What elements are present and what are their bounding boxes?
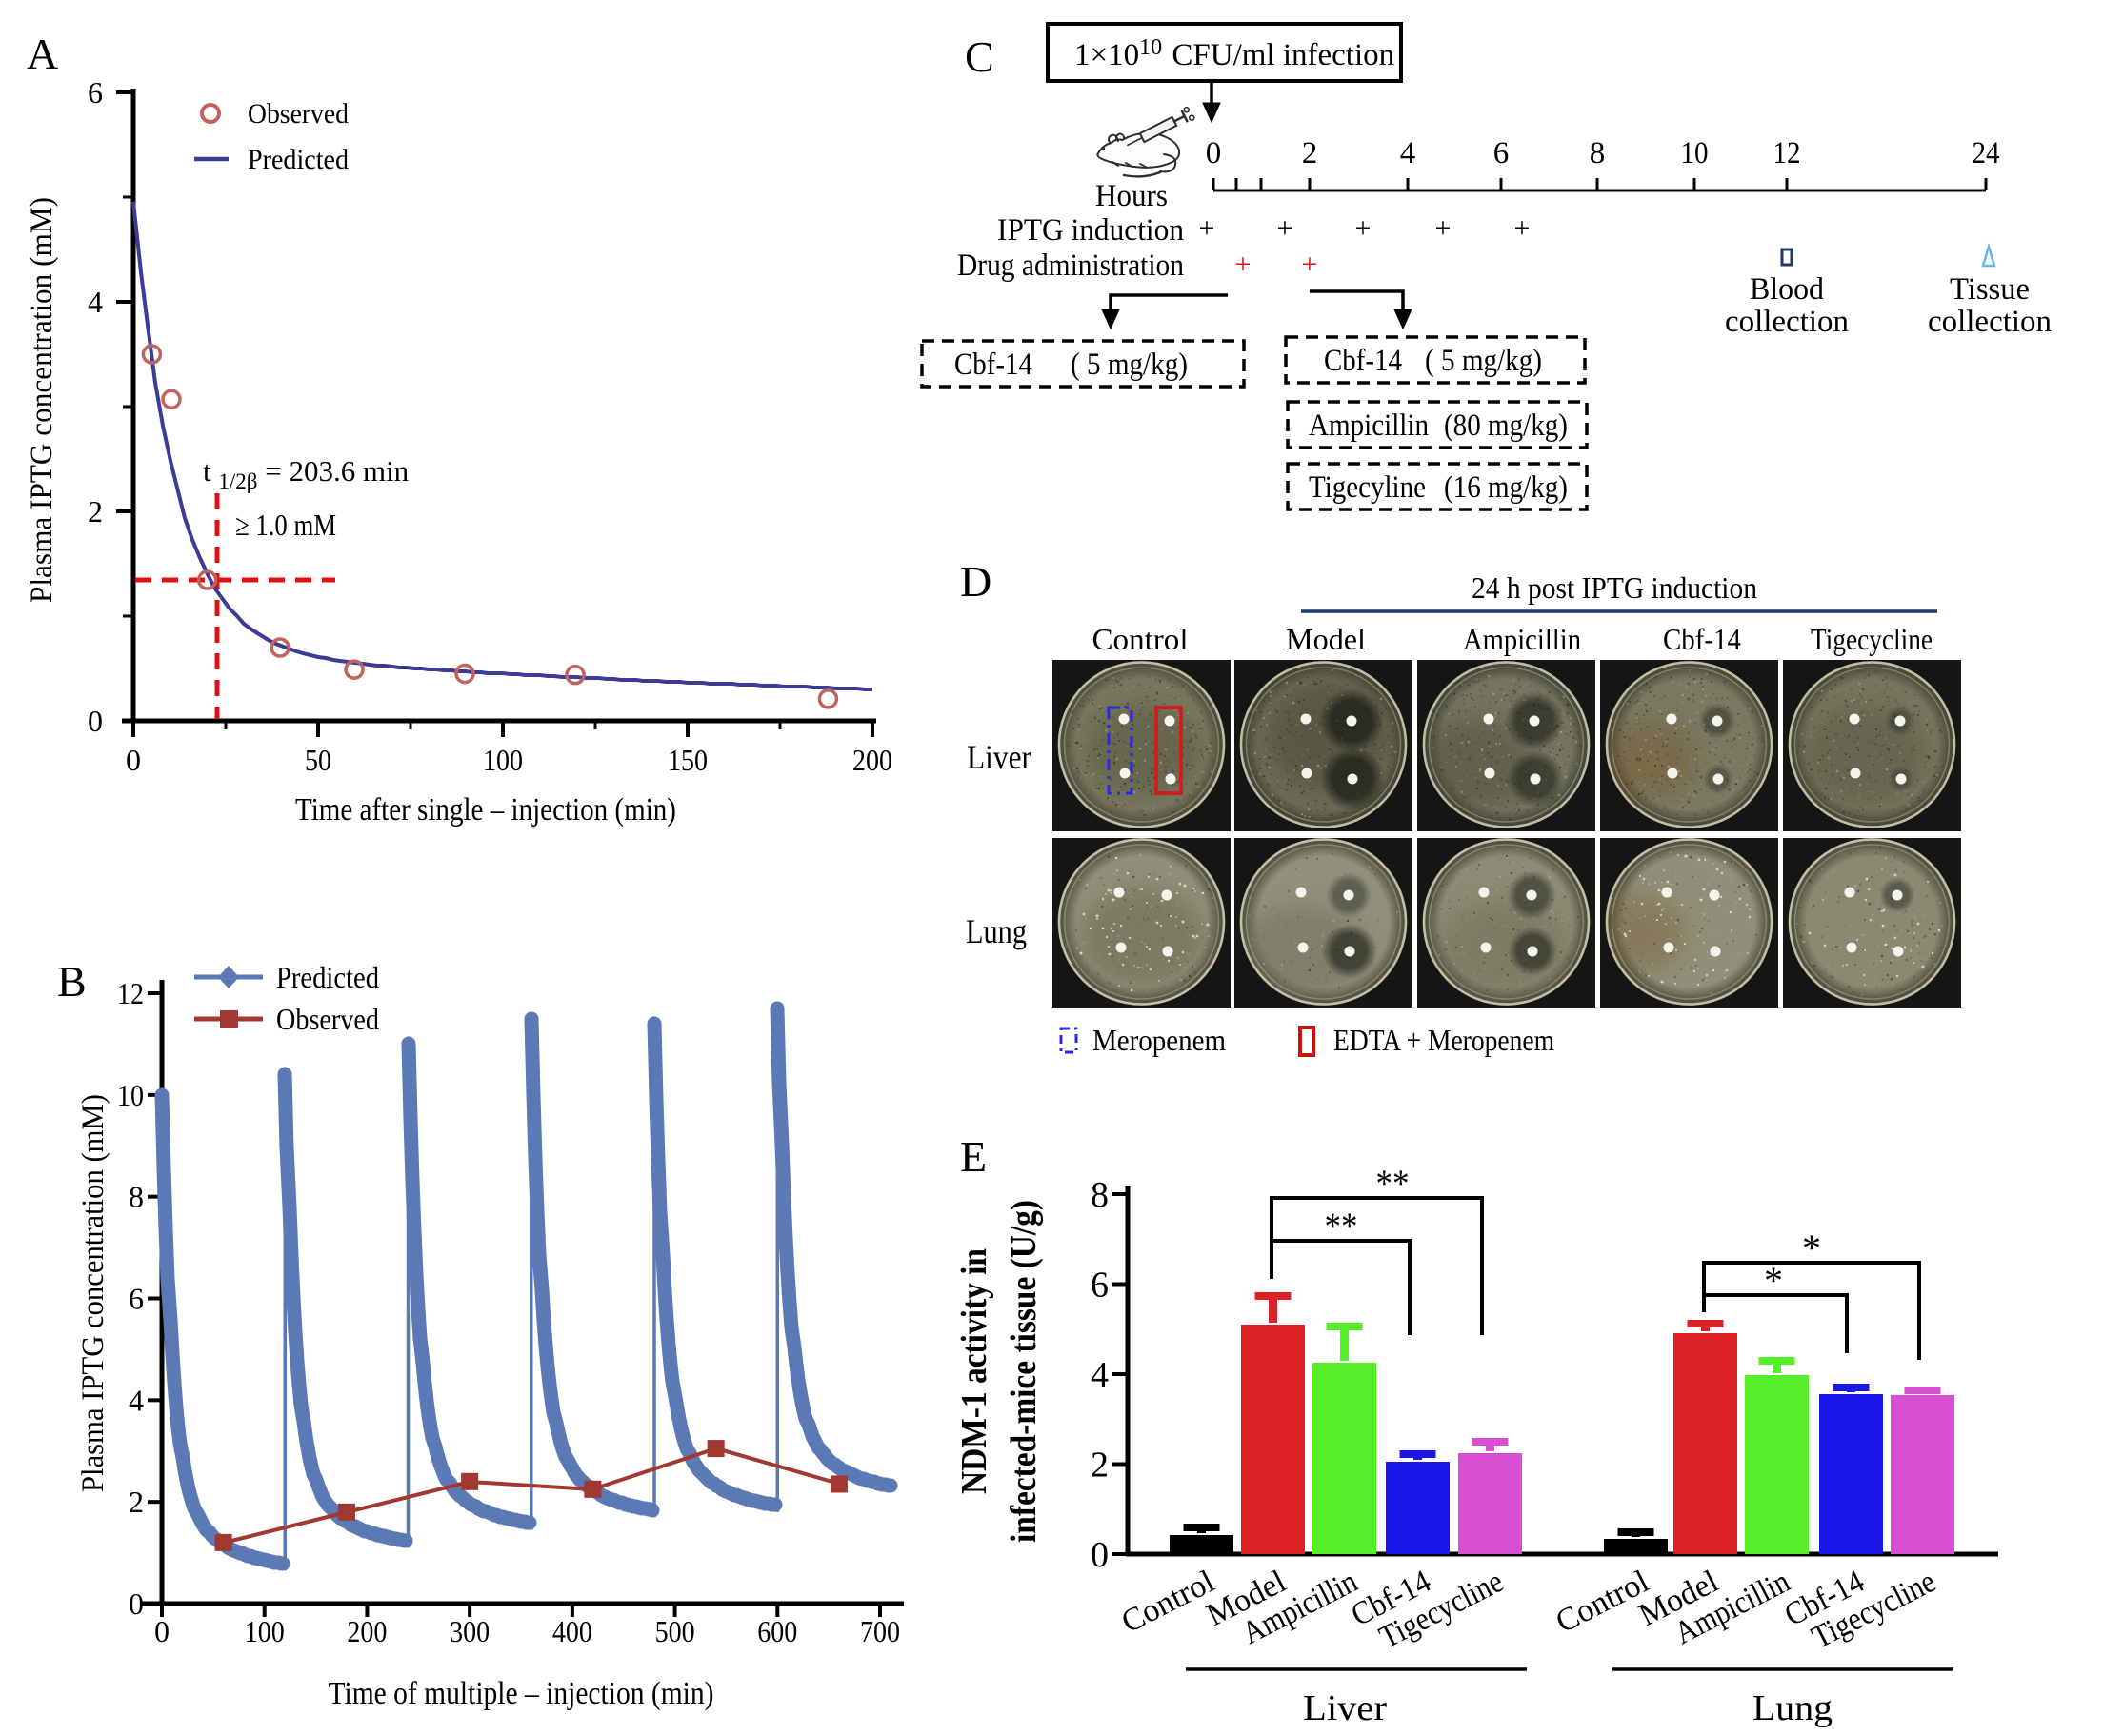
svg-text:NDM-1 activity in: NDM-1 activity in <box>954 1248 994 1494</box>
svg-text:2: 2 <box>129 1485 144 1519</box>
svg-text:100: 100 <box>245 1614 285 1648</box>
svg-text:+: + <box>1302 249 1318 280</box>
svg-text:Time of multiple – injection: Time of multiple – injection (min) <box>329 1676 714 1711</box>
svg-text:Plasma IPTG concentration (mM: Plasma IPTG concentration (mM) <box>25 197 59 603</box>
svg-text:Drug administration: Drug administration <box>957 249 1184 283</box>
svg-text:10: 10 <box>117 1078 144 1112</box>
svg-text:Observed: Observed <box>248 98 349 130</box>
svg-text:0: 0 <box>154 1614 170 1648</box>
svg-text:2: 2 <box>1091 1446 1109 1486</box>
svg-text:*: * <box>1802 1227 1821 1269</box>
svg-text:Tissue: Tissue <box>1950 272 2030 307</box>
svg-text:50: 50 <box>305 743 331 777</box>
svg-text:collection: collection <box>1725 305 1849 339</box>
svg-text:Control: Control <box>1092 622 1189 656</box>
svg-text:8: 8 <box>1091 1175 1109 1215</box>
svg-text:0: 0 <box>129 1586 144 1621</box>
svg-text:0: 0 <box>1091 1535 1109 1575</box>
svg-text:Hours: Hours <box>1095 179 1168 213</box>
svg-text:2: 2 <box>88 494 103 529</box>
svg-text:8: 8 <box>1590 136 1606 170</box>
svg-text:+: + <box>1514 212 1531 244</box>
svg-text:+: + <box>1235 249 1252 280</box>
svg-text:Model: Model <box>1286 622 1366 656</box>
svg-text:D: D <box>960 557 991 606</box>
svg-text:Liver: Liver <box>967 738 1031 776</box>
svg-text:infected-mice tissue (U/g): infected-mice tissue (U/g) <box>1004 1200 1044 1543</box>
svg-text:0: 0 <box>88 704 103 738</box>
svg-text:4: 4 <box>1091 1355 1109 1395</box>
svg-text:24 h post IPTG induction: 24 h post IPTG induction <box>1472 570 1757 605</box>
svg-text:+: + <box>1435 212 1452 244</box>
svg-text:Blood: Blood <box>1750 272 1824 307</box>
svg-text:Lung: Lung <box>966 912 1027 950</box>
svg-text:(16 mg/kg): (16 mg/kg) <box>1444 470 1568 505</box>
svg-text:Time after single – injection: Time after single – injection (min) <box>295 792 676 828</box>
svg-text:4: 4 <box>88 285 103 319</box>
svg-text:( 5 mg/kg): ( 5 mg/kg) <box>1071 348 1188 382</box>
svg-text:Ampicillin: Ampicillin <box>1309 409 1429 443</box>
svg-text:Observed: Observed <box>276 1002 379 1036</box>
svg-text:Predicted: Predicted <box>248 144 349 175</box>
svg-text:500: 500 <box>655 1614 695 1648</box>
svg-text:6: 6 <box>1091 1266 1109 1306</box>
svg-text:Tigecyline: Tigecyline <box>1309 470 1426 505</box>
svg-text:IPTG induction: IPTG induction <box>997 213 1184 248</box>
svg-text:300: 300 <box>450 1614 490 1648</box>
svg-text:collection: collection <box>1928 305 2052 339</box>
svg-text:Plasma IPTG concentration (mM): Plasma IPTG concentration (mM) <box>76 1094 110 1492</box>
svg-text:200: 200 <box>852 743 892 777</box>
svg-text:≥ 1.0 mM: ≥ 1.0 mM <box>235 508 336 542</box>
svg-text:1×1010 CFU/ml infection: 1×1010 CFU/ml infection <box>1074 35 1394 72</box>
svg-text:Cbf-14: Cbf-14 <box>1324 344 1402 378</box>
svg-text:6: 6 <box>1493 136 1510 170</box>
svg-text:t 1/2β = 203.6 min: t 1/2β = 203.6 min <box>203 454 410 493</box>
svg-text:200: 200 <box>347 1614 387 1648</box>
svg-text:6: 6 <box>88 75 103 110</box>
svg-text:Liver: Liver <box>1303 1688 1387 1728</box>
svg-text:6: 6 <box>129 1282 144 1316</box>
svg-text:+: + <box>1277 212 1293 244</box>
svg-text:4: 4 <box>129 1383 144 1417</box>
svg-text:+: + <box>1355 212 1372 244</box>
svg-text:100: 100 <box>483 743 523 777</box>
svg-text:**: ** <box>1325 1205 1358 1247</box>
svg-text:(80 mg/kg): (80 mg/kg) <box>1444 409 1568 443</box>
svg-text:Meropenem: Meropenem <box>1092 1023 1226 1057</box>
svg-text:24: 24 <box>1973 136 2000 170</box>
svg-text:12: 12 <box>1773 136 1801 170</box>
svg-text:+: + <box>1199 212 1215 244</box>
svg-text:0: 0 <box>1206 136 1222 170</box>
svg-text:**: ** <box>1376 1162 1410 1205</box>
svg-text:4: 4 <box>1400 136 1416 170</box>
svg-text:8: 8 <box>129 1180 144 1214</box>
svg-text:700: 700 <box>860 1614 900 1648</box>
svg-text:Predicted: Predicted <box>276 960 379 994</box>
svg-text:EDTA + Meropenem: EDTA + Meropenem <box>1333 1023 1554 1057</box>
svg-text:600: 600 <box>757 1614 797 1648</box>
svg-text:*: * <box>1764 1259 1783 1302</box>
svg-text:Ampicillin: Ampicillin <box>1463 622 1581 656</box>
svg-text:150: 150 <box>668 743 708 777</box>
svg-text:0: 0 <box>126 743 141 777</box>
svg-text:2: 2 <box>1302 136 1318 170</box>
svg-text:C: C <box>965 32 994 81</box>
svg-text:E: E <box>960 1132 987 1181</box>
svg-text:Cbf-14: Cbf-14 <box>1663 622 1741 656</box>
svg-text:Cbf-14: Cbf-14 <box>954 348 1032 382</box>
svg-text:Tigecycline: Tigecycline <box>1811 622 1933 656</box>
svg-text:12: 12 <box>117 976 144 1010</box>
svg-text:A: A <box>27 30 58 78</box>
svg-text:( 5 mg/kg): ( 5 mg/kg) <box>1425 344 1542 378</box>
svg-text:400: 400 <box>552 1614 592 1648</box>
svg-text:Lung: Lung <box>1752 1688 1833 1728</box>
svg-text:10: 10 <box>1681 136 1709 170</box>
svg-text:B: B <box>57 957 87 1006</box>
